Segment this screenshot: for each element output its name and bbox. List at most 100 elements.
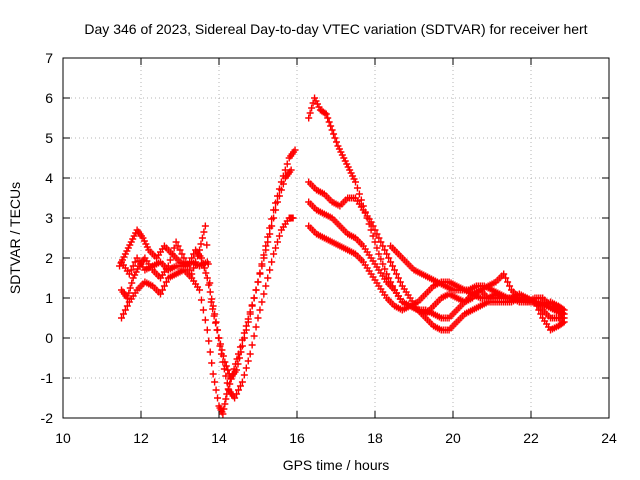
data-point — [242, 322, 250, 330]
y-tick-label: 6 — [45, 90, 53, 106]
data-point — [560, 318, 568, 326]
data-point — [375, 250, 383, 258]
data-point-trace — [268, 222, 276, 230]
data-point-trace — [174, 242, 182, 250]
data-point-trace — [248, 301, 256, 309]
data-point-trace — [160, 282, 168, 290]
data-point-trace — [230, 365, 238, 373]
data-point-trace — [238, 336, 246, 344]
data-point-trace — [224, 366, 232, 374]
data-point — [500, 270, 508, 278]
data-point — [123, 294, 131, 302]
data-point-trace — [279, 180, 287, 188]
x-tick-label: 20 — [445, 430, 461, 446]
data-point-trace — [355, 190, 363, 198]
data-point-trace — [199, 306, 207, 314]
data-point-trace — [306, 109, 314, 117]
y-tick-label: 1 — [45, 290, 53, 306]
data-point-trace — [270, 214, 278, 222]
data-point-trace — [126, 284, 134, 292]
data-point-trace — [212, 386, 220, 394]
data-point — [270, 250, 278, 258]
data-point-trace — [385, 254, 393, 262]
data-point-trace — [220, 365, 228, 373]
data-point — [246, 350, 254, 358]
data-point-trace — [262, 246, 270, 254]
series-pass-b — [118, 214, 297, 402]
x-tick-label: 14 — [211, 430, 227, 446]
data-point — [213, 326, 221, 334]
data-point-trace — [283, 160, 291, 168]
data-point-trace — [321, 109, 329, 117]
data-point-trace — [389, 262, 397, 270]
data-point-trace — [203, 241, 211, 249]
data-point-trace — [197, 296, 205, 304]
data-point — [125, 270, 133, 278]
data-point-trace — [200, 228, 208, 236]
data-point-trace — [281, 166, 289, 174]
data-point — [367, 218, 375, 226]
data-point-trace — [201, 316, 209, 324]
data-point-trace — [332, 138, 340, 146]
data-point-trace — [325, 118, 333, 126]
data-point-trace — [252, 323, 260, 331]
data-point-trace — [392, 270, 400, 278]
data-point-trace — [371, 226, 379, 234]
data-point-trace — [506, 282, 514, 290]
data-point-trace — [206, 288, 214, 296]
data-point — [291, 146, 299, 154]
data-point-trace — [131, 258, 139, 266]
data-point-trace — [377, 255, 385, 263]
data-point — [322, 110, 330, 118]
chart-title: Day 346 of 2023, Sidereal Day-to-day VTE… — [84, 21, 587, 37]
data-point-trace — [396, 278, 404, 286]
data-point-trace — [125, 289, 133, 297]
data-point-trace — [244, 315, 252, 323]
data-point — [172, 238, 180, 246]
data-point — [289, 214, 297, 222]
data-point — [235, 350, 242, 358]
data-point-trace — [206, 348, 214, 356]
data-point-trace — [222, 372, 230, 380]
data-point-trace — [216, 342, 224, 350]
data-point — [231, 394, 239, 402]
data-point-trace — [535, 306, 543, 314]
data-point-trace — [121, 306, 129, 314]
data-point-trace — [119, 310, 127, 318]
x-tick-label: 22 — [523, 430, 539, 446]
data-point-trace — [158, 286, 166, 294]
data-point-trace — [381, 265, 389, 273]
x-axis-title: GPS time / hours — [283, 457, 390, 473]
data-point-trace — [308, 104, 316, 112]
data-point-trace — [128, 279, 136, 287]
data-point-trace — [252, 286, 260, 294]
series-pass-e — [305, 94, 568, 322]
data-point-trace — [240, 371, 248, 379]
data-point-trace — [264, 274, 272, 282]
data-point-trace — [210, 312, 218, 320]
data-point — [219, 358, 227, 366]
data-point-trace — [226, 380, 234, 388]
data-point — [238, 378, 246, 386]
data-point — [229, 370, 237, 378]
data-point — [262, 282, 270, 290]
data-point-trace — [198, 234, 206, 242]
data-point-trace — [217, 350, 225, 358]
data-point-trace — [254, 278, 262, 286]
data-point — [203, 258, 211, 266]
data-point-trace — [373, 230, 381, 238]
data-point-trace — [194, 252, 202, 260]
data-point — [352, 178, 359, 186]
data-point-trace — [258, 298, 266, 306]
data-point-trace — [256, 270, 264, 278]
data-point — [305, 114, 313, 122]
x-tick-label: 10 — [55, 430, 71, 446]
data-point-trace — [224, 385, 232, 393]
data-point — [207, 298, 215, 306]
data-point-trace — [266, 266, 274, 274]
x-tick-labels: 10 12 14 16 18 20 22 24 — [55, 430, 617, 446]
data-point-trace — [327, 122, 335, 130]
data-point-trace — [233, 355, 241, 363]
data-point-trace — [208, 359, 216, 367]
data-point-trace — [129, 262, 137, 270]
